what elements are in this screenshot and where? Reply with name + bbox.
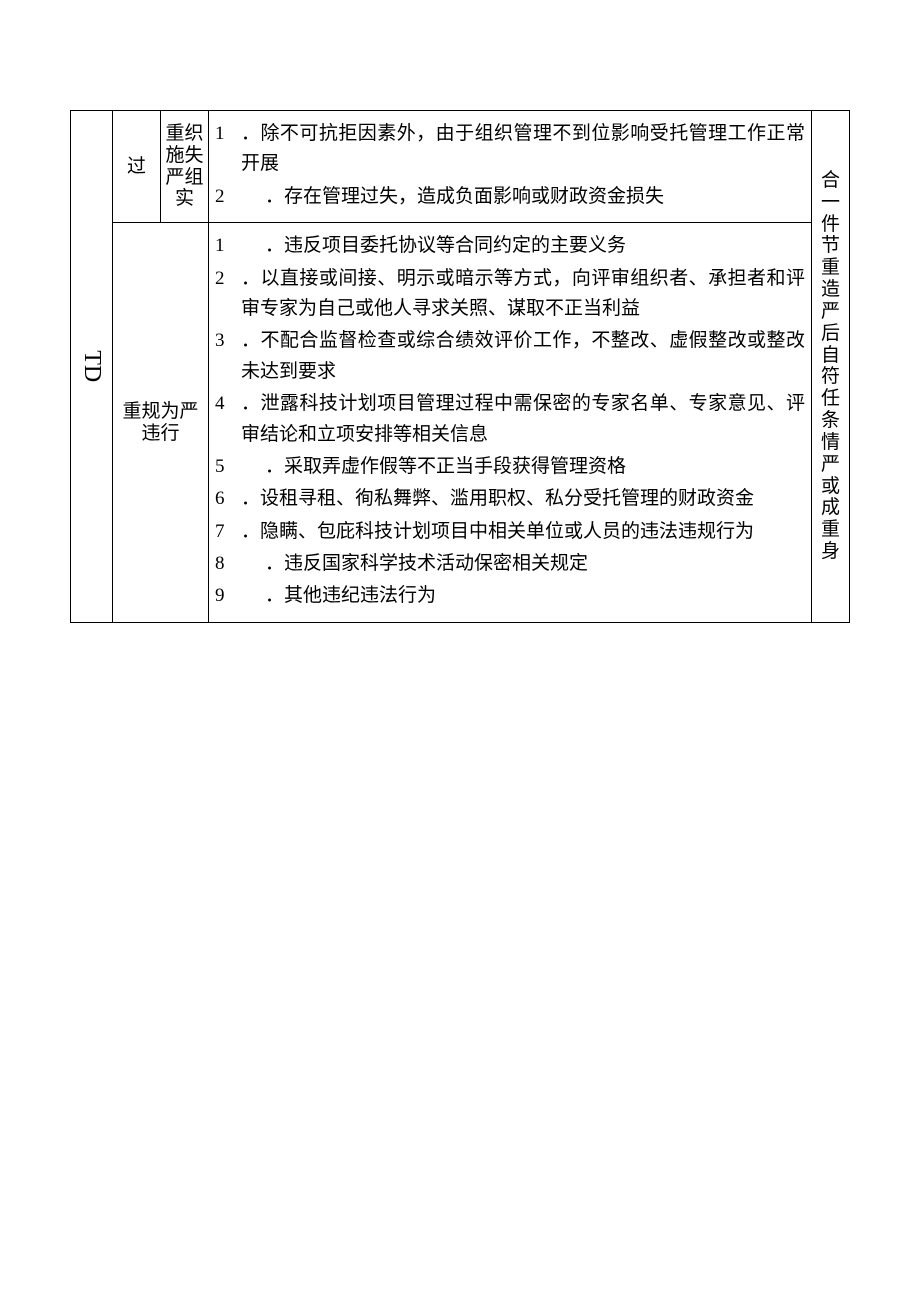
item-number: 1 (215, 119, 233, 149)
list-item: 2．存在管理过失，造成负面影响或财政资金损失 (215, 182, 805, 212)
item-number: 9 (215, 581, 233, 611)
list-item: 6．设租寻租、徇私舞弊、滥用职权、私分受托管理的财政资金 (215, 484, 805, 514)
row2-items: 1．违反项目委托协议等合同约定的主要义务2．以直接或间接、明示或暗示等方式，向评… (215, 231, 805, 612)
item-number: 3 (215, 326, 233, 356)
item-text: ．其他违纪违法行为 (233, 581, 805, 611)
item-number: 4 (215, 389, 233, 419)
item-number: 1 (215, 231, 233, 261)
row2-content: 1．违反项目委托协议等合同约定的主要义务2．以直接或间接、明示或暗示等方式，向评… (209, 223, 812, 623)
item-text: ．存在管理过失，造成负面影响或财政资金损失 (233, 182, 805, 212)
item-text: ．采取弄虚作假等不正当手段获得管理资格 (233, 452, 805, 482)
item-number: 2 (215, 182, 233, 212)
row2-cat: 重规为严违行 (113, 223, 209, 623)
item-text: ．设租寻租、徇私舞弊、滥用职权、私分受托管理的财政资金 (233, 484, 805, 514)
list-item: 4．泄露科技计划项目管理过程中需保密的专家名单、专家意见、评审结论和立项安排等相… (215, 389, 805, 450)
row1-cat: 重织施失严组实 (161, 111, 209, 223)
list-item: 5．采取弄虚作假等不正当手段获得管理资格 (215, 452, 805, 482)
item-text: ．违反国家科学技术活动保密相关规定 (233, 549, 805, 579)
row1-cat-alt: 过 (113, 111, 161, 223)
list-item: 9．其他违纪违法行为 (215, 581, 805, 611)
list-item: 2．以直接或间接、明示或暗示等方式，向评审组织者、承担者和评审专家为自己或他人寻… (215, 264, 805, 325)
item-text: ．除不可抗拒因素外，由于组织管理不到位影响受托管理工作正常开展 (233, 119, 805, 180)
row1-content: 1．除不可抗拒因素外，由于组织管理不到位影响受托管理工作正常开展2．存在管理过失… (209, 111, 812, 223)
list-item: 1．除不可抗拒因素外，由于组织管理不到位影响受托管理工作正常开展 (215, 119, 805, 180)
list-item: 3．不配合监督检查或综合绩效评价工作，不整改、虚假整改或整改未达到要求 (215, 326, 805, 387)
item-text: ．违反项目委托协议等合同约定的主要义务 (233, 231, 805, 261)
row1-items: 1．除不可抗拒因素外，由于组织管理不到位影响受托管理工作正常开展2．存在管理过失… (215, 119, 805, 212)
item-text: ．以直接或间接、明示或暗示等方式，向评审组织者、承担者和评审专家为自己或他人寻求… (233, 264, 805, 325)
item-number: 7 (215, 517, 233, 547)
col5-header: 合一件节重造严后自符任条情严或成重身 (812, 111, 850, 623)
item-text: ．隐瞒、包庇科技计划项目中相关单位或人员的违法违规行为 (233, 517, 805, 547)
regulation-table: TD 过 重织施失严组实 1．除不可抗拒因素外，由于组织管理不到位影响受托管理工… (70, 110, 850, 623)
item-number: 6 (215, 484, 233, 514)
item-text: ．泄露科技计划项目管理过程中需保密的专家名单、专家意见、评审结论和立项安排等相关… (233, 389, 805, 450)
item-text: ．不配合监督检查或综合绩效评价工作，不整改、虚假整改或整改未达到要求 (233, 326, 805, 387)
col1-header: TD (71, 111, 113, 623)
table-row: 重规为严违行 1．违反项目委托协议等合同约定的主要义务2．以直接或间接、明示或暗… (71, 223, 850, 623)
list-item: 8．违反国家科学技术活动保密相关规定 (215, 549, 805, 579)
item-number: 5 (215, 452, 233, 482)
list-item: 1．违反项目委托协议等合同约定的主要义务 (215, 231, 805, 261)
item-number: 2 (215, 264, 233, 294)
table-row: TD 过 重织施失严组实 1．除不可抗拒因素外，由于组织管理不到位影响受托管理工… (71, 111, 850, 223)
list-item: 7．隐瞒、包庇科技计划项目中相关单位或人员的违法违规行为 (215, 517, 805, 547)
item-number: 8 (215, 549, 233, 579)
